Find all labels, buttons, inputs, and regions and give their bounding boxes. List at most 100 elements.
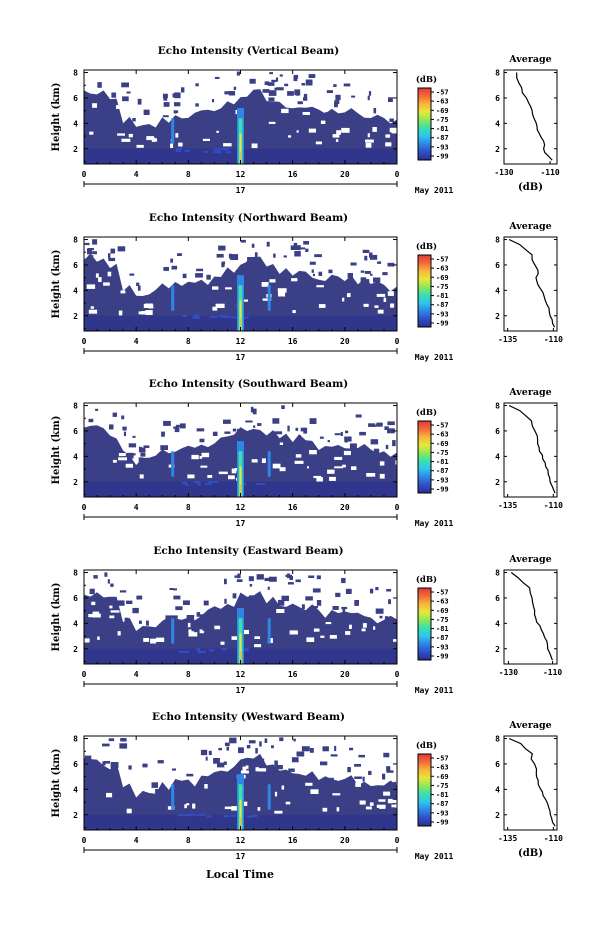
echo-gap [106,792,113,798]
y-tick-label: 6 [73,94,78,103]
echo-gap [143,638,150,642]
colorbar [417,420,432,494]
panel-title: Echo Intensity (Eastward Beam) [153,545,343,557]
echo-cell [232,428,237,432]
echo-gap [220,641,225,645]
echo-cell [345,430,349,434]
echo-cell [276,77,279,82]
echo-gap [327,469,335,474]
echo-cell [274,431,283,435]
echo-gap [322,807,328,812]
echo-gap [112,459,117,463]
profile-title: Average [508,221,551,232]
echo-gap [231,468,237,474]
y-tick-label: 4 [73,619,78,628]
echo-gap [141,311,146,315]
echo-gap [118,310,123,316]
echo-cell [84,242,90,246]
echo-gap [336,130,341,135]
panel-title: Echo Intensity (Vertical Beam) [158,45,339,57]
echo-cell [174,110,177,114]
colorbar-label: (dB) [416,74,437,85]
echo-cell [196,428,205,432]
echo-cell [108,257,116,262]
echo-gap [281,785,285,790]
echo-gap [313,628,320,632]
echo-cell [237,573,241,579]
echo-cell [89,588,95,595]
echo-cell [373,107,377,114]
date-month-label: May 2011 [415,852,454,861]
echo-cell [117,246,126,252]
echo-enhancement [252,814,258,817]
echo-gap [342,297,345,302]
echo-cell [279,737,284,742]
colorbar-tick-label: -93 [436,809,449,817]
echo-cell [328,269,333,274]
echo-cell [93,575,98,579]
echo-cell [362,249,370,253]
echo-cell [388,599,391,605]
profile-y-tick-label: 8 [495,735,500,744]
echo-cell [328,777,334,781]
echo-gap [139,474,144,479]
echo-gap [110,610,120,613]
echo-cell [205,756,208,761]
echo-cell [344,436,352,442]
echo-cell [123,431,126,437]
echo-cell [359,431,366,436]
colorbar-tick-label: -99 [436,320,449,328]
echo-cell [169,588,174,590]
echo-enhancement [181,481,188,484]
echo-gap [245,765,249,769]
echo-cell [311,269,314,273]
echo-enhancement [194,481,200,484]
profile-x-tick-label: -110 [540,168,559,177]
date-day-label: 17 [236,519,246,528]
echo-cell [267,586,270,590]
bright-column [171,285,175,311]
echo-gap [391,131,399,134]
echo-gap [204,784,208,789]
echo-cell [393,781,397,788]
x-tick-label: 16 [288,670,298,679]
y-axis-label: Height (km) [51,83,62,152]
colorbar-tick-label: -69 [436,773,449,781]
echo-cell [309,261,316,265]
x-tick-label: 16 [288,836,298,845]
y-tick-label: 8 [73,236,78,245]
echo-gap [308,128,316,133]
echo-cell [147,124,151,130]
echo-gap [202,138,210,141]
date-day-label: 17 [236,852,246,861]
echo-enhancement [189,813,197,816]
echo-gap [228,475,235,480]
echo-gap [309,450,317,455]
colorbar-tick-label: -69 [436,107,449,115]
colorbar-tick-label: -99 [436,486,449,494]
echo-cell [88,255,94,258]
echo-cell [161,431,165,437]
echo-cell [273,253,276,258]
echo-cell [370,588,374,594]
echo-cell [110,762,119,768]
echo-gap [379,806,386,809]
bright-column [237,108,244,164]
profile-x-tick-label: -110 [544,834,563,843]
echo-cell [221,263,225,268]
profile-y-tick-label: 4 [495,119,500,128]
echo-cell [221,261,226,265]
panel-title: Echo Intensity (Northward Beam) [149,212,348,224]
colorbar-tick-label: -81 [436,458,449,466]
echo-gap [379,461,385,466]
echo-cell [283,255,287,258]
echo-gap [367,133,370,138]
echo-gap [390,303,395,308]
echo-gap [278,292,286,297]
echo-cell [316,600,322,606]
echo-cell [308,575,315,578]
echo-cell [267,82,275,86]
echo-cell [173,426,180,429]
echo-gap [148,304,154,309]
average-profile-line [508,238,556,328]
